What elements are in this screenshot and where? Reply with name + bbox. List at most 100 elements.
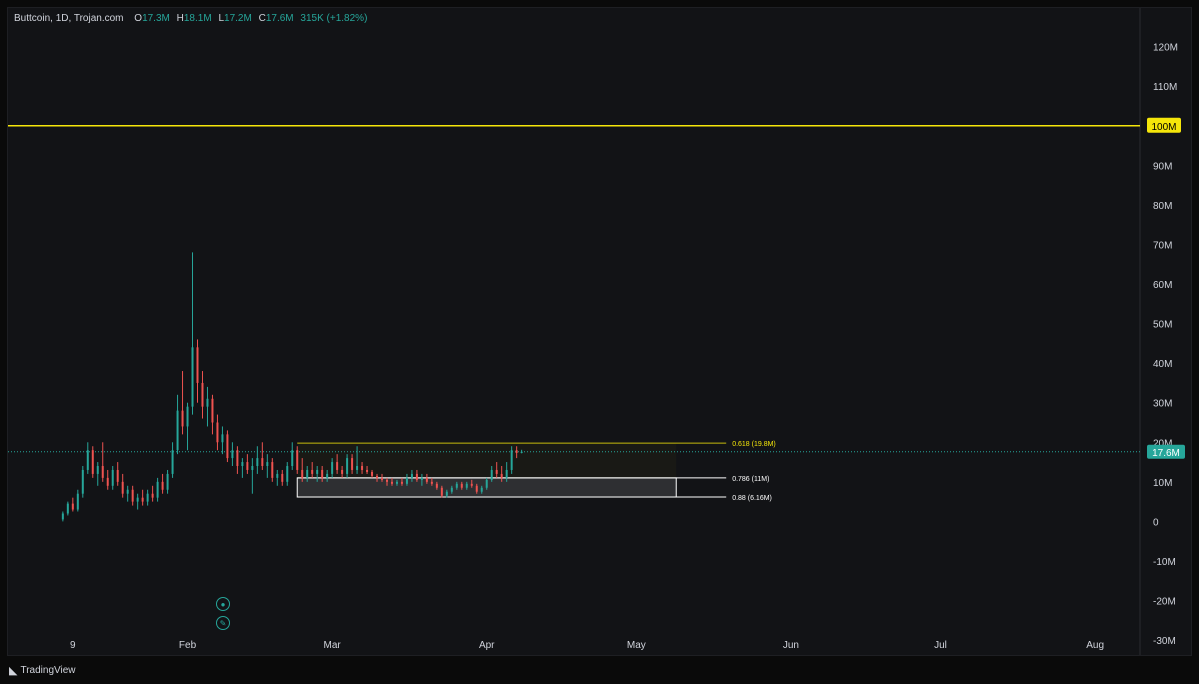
candle — [166, 469, 169, 494]
tradingview-logo[interactable]: ◣ TradingView — [9, 664, 76, 677]
candle — [495, 462, 498, 478]
candle — [236, 446, 239, 474]
candle — [81, 466, 84, 498]
candle-body — [420, 477, 423, 480]
candle — [196, 339, 199, 403]
candle — [211, 394, 214, 435]
candle-body — [440, 487, 443, 496]
low-label: L — [218, 13, 225, 24]
candle — [485, 477, 488, 490]
candle-body — [281, 473, 284, 482]
candle — [490, 466, 493, 482]
lock-icon[interactable]: ● — [216, 597, 230, 611]
x-tick-label: May — [627, 640, 646, 651]
candle-body — [435, 483, 438, 488]
candle — [306, 466, 309, 482]
x-tick-label: Mar — [324, 640, 342, 651]
candle-body — [410, 473, 413, 478]
candle — [171, 442, 174, 478]
candle — [316, 466, 319, 482]
drawing-layer — [8, 125, 1140, 498]
candle-body — [251, 466, 254, 470]
candle-body — [381, 477, 384, 480]
candle-body — [515, 450, 518, 453]
candle — [425, 473, 428, 484]
candle-body — [76, 493, 79, 510]
candle-body — [371, 471, 374, 476]
candle-body — [361, 466, 364, 470]
candle — [326, 469, 329, 482]
candle — [96, 462, 99, 486]
candle — [276, 469, 279, 486]
candle — [201, 371, 204, 419]
candle-body — [141, 497, 144, 502]
x-tick-label: Jul — [934, 640, 947, 651]
chart-frame — [7, 7, 1192, 656]
candle — [376, 473, 379, 482]
candle — [261, 442, 264, 470]
x-tick-label: Aug — [1086, 640, 1104, 651]
candles — [61, 252, 523, 522]
candle-body — [196, 347, 199, 383]
candle-body — [131, 489, 134, 502]
candle — [76, 489, 79, 512]
y-tick-label: 40M — [1153, 359, 1172, 370]
candle — [101, 442, 104, 482]
candle — [121, 473, 124, 498]
candle — [361, 462, 364, 474]
candle-body — [390, 481, 393, 484]
candle — [420, 473, 423, 486]
candle — [405, 473, 408, 486]
candle — [286, 462, 289, 486]
candle-body — [480, 487, 483, 492]
candle — [131, 485, 134, 506]
candle — [296, 446, 299, 474]
tv-mark-icon: ◣ — [9, 665, 18, 677]
candle — [176, 394, 179, 455]
candle — [256, 446, 259, 474]
y-tick-label: -20M — [1153, 597, 1176, 608]
candle — [400, 477, 403, 486]
current-price-label: 17.6M — [1152, 448, 1180, 459]
candle — [281, 469, 284, 486]
candle-body — [201, 382, 204, 407]
candle-body — [490, 469, 493, 480]
candle — [126, 485, 129, 502]
candle — [385, 477, 388, 486]
y-tick-label: 10M — [1153, 478, 1172, 489]
candle — [186, 402, 189, 451]
candle-body — [376, 475, 379, 478]
low-value: 17.2M — [224, 13, 252, 24]
x-tick-label: Jun — [783, 640, 799, 651]
candle — [371, 469, 374, 478]
candle — [381, 473, 384, 482]
candle — [435, 481, 438, 490]
candle-body — [161, 481, 164, 490]
candle-body — [470, 483, 473, 486]
y-tick-label: 20M — [1153, 438, 1172, 449]
candle-body — [61, 513, 64, 520]
candle — [181, 371, 184, 435]
pencil-icon[interactable]: ✎ — [216, 616, 230, 630]
symbol-header: Buttcoin, 1D, Trojan.com O17.3M H18.1M L… — [14, 13, 367, 24]
candle-body — [450, 487, 453, 492]
y-tick-label: 50M — [1153, 320, 1172, 331]
candle-body — [485, 479, 488, 488]
candle — [440, 485, 443, 498]
high-value: 18.1M — [183, 13, 212, 24]
candle — [415, 469, 418, 482]
candle-body — [455, 483, 458, 488]
candle — [241, 458, 244, 478]
candle-body — [216, 422, 219, 443]
candle-body — [291, 450, 294, 467]
candle — [141, 489, 144, 506]
candle-body — [146, 493, 149, 502]
candle-body — [475, 485, 478, 492]
candle-body — [256, 458, 259, 467]
candle — [331, 458, 334, 478]
candle-body — [81, 469, 84, 494]
candle-body — [366, 469, 369, 472]
y-tick-label: 70M — [1153, 240, 1172, 251]
candle — [321, 466, 324, 482]
